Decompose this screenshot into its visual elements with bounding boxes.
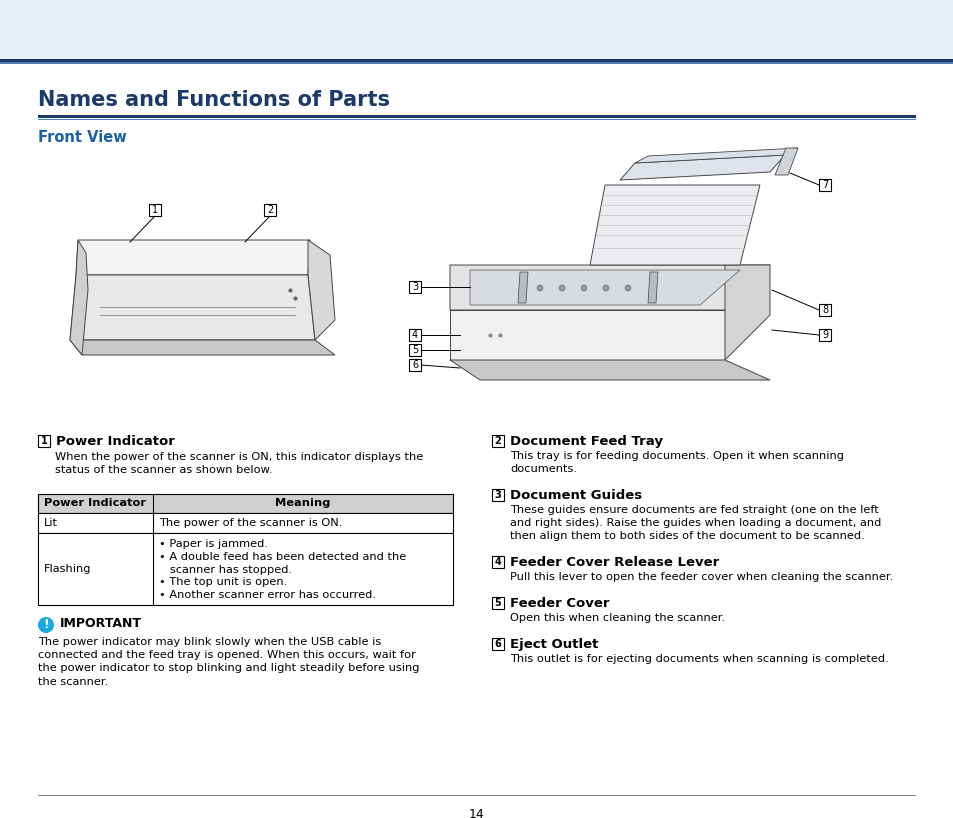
Polygon shape bbox=[647, 272, 658, 303]
Bar bbox=[409, 329, 420, 341]
Text: Power Indicator: Power Indicator bbox=[45, 498, 147, 509]
Text: This tray is for feeding documents. Open it when scanning
documents.: This tray is for feeding documents. Open… bbox=[510, 451, 843, 474]
Text: Meaning: Meaning bbox=[275, 498, 331, 509]
Text: 1: 1 bbox=[41, 436, 48, 446]
Bar bbox=[38, 795, 915, 796]
Polygon shape bbox=[589, 185, 760, 265]
Polygon shape bbox=[70, 240, 88, 355]
Bar bbox=[492, 489, 503, 501]
Text: 3: 3 bbox=[494, 490, 501, 500]
Text: The power of the scanner is ON.: The power of the scanner is ON. bbox=[159, 518, 342, 528]
Bar bbox=[0, 0, 953, 62]
Polygon shape bbox=[70, 340, 335, 355]
Polygon shape bbox=[517, 272, 527, 303]
Circle shape bbox=[537, 285, 542, 291]
Text: When the power of the scanner is ON, this indicator displays the
status of the s: When the power of the scanner is ON, thi… bbox=[55, 452, 423, 475]
Text: 4: 4 bbox=[412, 330, 417, 340]
Polygon shape bbox=[450, 310, 724, 360]
Text: 5: 5 bbox=[412, 345, 417, 355]
Text: Power Indicator: Power Indicator bbox=[56, 435, 174, 448]
Bar bbox=[818, 304, 830, 316]
Bar bbox=[0, 59, 953, 62]
Text: Feeder Cover Release Lever: Feeder Cover Release Lever bbox=[510, 556, 719, 569]
Text: This outlet is for ejecting documents when scanning is completed.: This outlet is for ejecting documents wh… bbox=[510, 654, 888, 664]
Text: Open this when cleaning the scanner.: Open this when cleaning the scanner. bbox=[510, 613, 724, 623]
Bar bbox=[264, 204, 275, 216]
Bar bbox=[38, 119, 915, 120]
Text: 2: 2 bbox=[494, 436, 501, 446]
Bar bbox=[492, 435, 503, 447]
Polygon shape bbox=[450, 360, 769, 380]
Bar bbox=[492, 638, 503, 650]
Circle shape bbox=[624, 285, 630, 291]
Bar bbox=[818, 329, 830, 341]
Bar bbox=[409, 281, 420, 293]
Text: Eject Outlet: Eject Outlet bbox=[510, 638, 598, 651]
Polygon shape bbox=[308, 240, 335, 340]
Bar bbox=[0, 62, 953, 64]
Text: 8: 8 bbox=[821, 305, 827, 315]
Bar bbox=[149, 204, 161, 216]
Circle shape bbox=[38, 617, 54, 633]
Bar bbox=[409, 359, 420, 371]
Text: 14: 14 bbox=[469, 808, 484, 818]
Polygon shape bbox=[724, 265, 769, 360]
Text: 7: 7 bbox=[821, 180, 827, 190]
Bar bbox=[38, 115, 915, 118]
Bar bbox=[38, 494, 453, 513]
Text: Feeder Cover: Feeder Cover bbox=[510, 597, 609, 610]
Text: 5: 5 bbox=[494, 598, 501, 608]
Bar bbox=[818, 179, 830, 191]
Text: Flashing: Flashing bbox=[44, 564, 91, 574]
Text: 6: 6 bbox=[412, 360, 417, 370]
Text: 6: 6 bbox=[494, 639, 501, 649]
Text: Lit: Lit bbox=[44, 518, 58, 528]
Text: • Paper is jammed.
• A double feed has been detected and the
   scanner has stop: • Paper is jammed. • A double feed has b… bbox=[159, 539, 406, 600]
Text: IMPORTANT: IMPORTANT bbox=[60, 617, 142, 630]
Text: These guides ensure documents are fed straight (one on the left
and right sides): These guides ensure documents are fed st… bbox=[510, 505, 881, 542]
Text: Pull this lever to open the feeder cover when cleaning the scanner.: Pull this lever to open the feeder cover… bbox=[510, 572, 892, 582]
Bar bbox=[492, 597, 503, 609]
Text: Document Feed Tray: Document Feed Tray bbox=[510, 435, 662, 448]
Bar bbox=[38, 533, 453, 605]
Polygon shape bbox=[635, 148, 797, 163]
Text: Names and Functions of Parts: Names and Functions of Parts bbox=[38, 90, 390, 110]
Bar bbox=[492, 556, 503, 568]
Text: The power indicator may blink slowly when the USB cable is
connected and the fee: The power indicator may blink slowly whe… bbox=[38, 637, 419, 686]
Polygon shape bbox=[76, 240, 310, 275]
Bar bbox=[38, 435, 50, 447]
Text: 1: 1 bbox=[152, 205, 158, 215]
Text: 3: 3 bbox=[412, 282, 417, 292]
Text: 9: 9 bbox=[821, 330, 827, 340]
Circle shape bbox=[602, 285, 608, 291]
Polygon shape bbox=[774, 148, 797, 175]
Circle shape bbox=[558, 285, 564, 291]
Text: 4: 4 bbox=[494, 557, 501, 567]
Circle shape bbox=[580, 285, 586, 291]
Bar bbox=[409, 344, 420, 356]
Bar bbox=[38, 513, 453, 533]
Text: Front View: Front View bbox=[38, 130, 127, 145]
Text: Document Guides: Document Guides bbox=[510, 489, 641, 502]
Polygon shape bbox=[619, 155, 784, 180]
Polygon shape bbox=[70, 275, 314, 340]
Text: !: ! bbox=[43, 618, 49, 631]
Polygon shape bbox=[450, 265, 769, 310]
Text: 2: 2 bbox=[267, 205, 273, 215]
Polygon shape bbox=[470, 270, 740, 305]
